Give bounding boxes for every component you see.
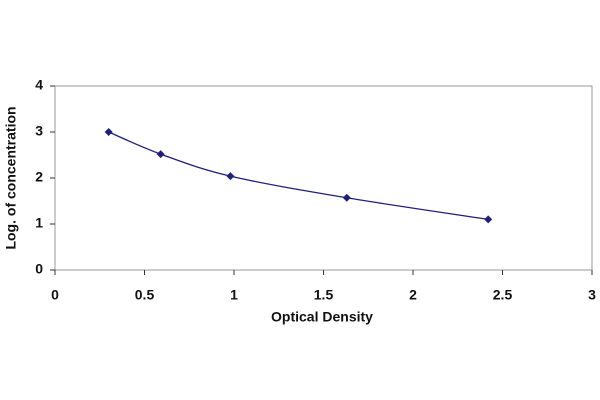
y-axis-label: Log. of concentration [3,106,19,249]
y-tick-label: 0 [35,261,43,277]
x-tick-label: 3 [588,287,596,303]
marker [156,150,165,159]
marker [226,172,235,181]
y-tick-label: 3 [35,123,43,139]
plot-area [54,85,593,271]
x-tick-label: 2 [409,287,417,303]
y-tick-label: 4 [35,77,43,93]
marker [104,128,113,136]
x-tick-label: 0.5 [135,287,155,303]
y-tick-label: 1 [35,215,43,231]
x-tick-label: 0 [51,287,59,303]
y-tick-label: 2 [35,169,43,185]
x-axis-label: Optical Density [271,309,373,325]
marker [342,193,351,202]
x-tick-label: 2.5 [493,287,513,303]
x-tick-label: 1 [230,287,238,303]
marker [484,215,493,224]
x-tick-label: 1.5 [314,287,334,303]
curve [108,131,489,221]
